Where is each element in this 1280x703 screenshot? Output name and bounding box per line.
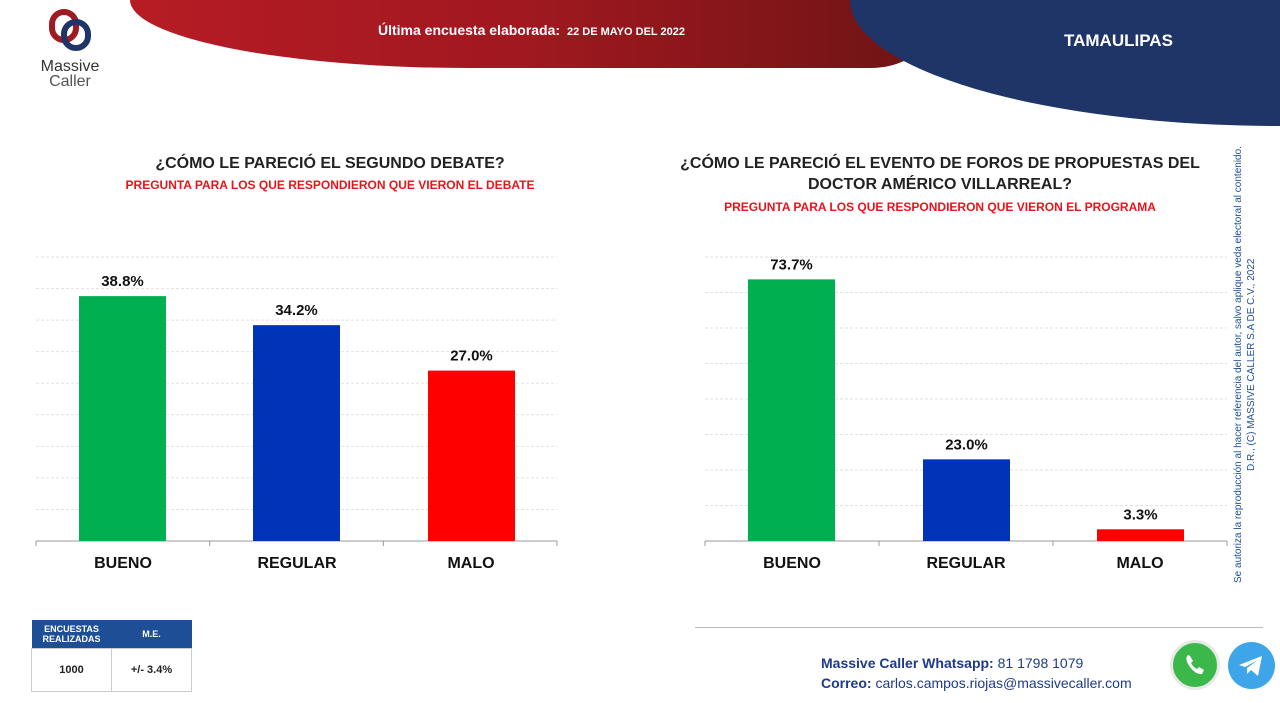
chart1-bar-regular <box>253 325 340 541</box>
copyright-line1: D.R., (C) MASSIVE CALLER S.A DE C.V., 20… <box>1246 258 1257 472</box>
stats-me-value: +/- 3.4% <box>111 648 192 692</box>
chart2-subtitle: PREGUNTA PARA LOS QUE RESPONDIERON QUE V… <box>724 200 1156 214</box>
chart2-data-label: 3.3% <box>1123 506 1157 523</box>
chart2-cat-bueno: BUENO <box>763 555 821 572</box>
survey-label: Última encuesta elaborada: <box>378 22 561 38</box>
brand-logo: Massive Caller <box>30 8 110 90</box>
whatsapp-number[interactable]: 81 1798 1079 <box>997 655 1084 671</box>
stats-surveys-value: 1000 <box>31 648 112 692</box>
chart2-data-label: 73.7% <box>770 256 813 273</box>
contact-info: Massive Caller Whatsapp: 81 1798 1079 Co… <box>821 653 1132 693</box>
copyright-line2: Se autoriza la reproducción al hacer ref… <box>1233 146 1244 584</box>
whatsapp-label: Massive Caller Whatsapp: <box>821 655 994 671</box>
chart2-data-label: 23.0% <box>945 436 988 453</box>
chart2-bar-bueno <box>748 279 835 541</box>
chart1-title: ¿CÓMO LE PARECIÓ EL SEGUNDO DEBATE? <box>155 155 505 172</box>
whatsapp-icon[interactable] <box>1170 640 1220 690</box>
email-link[interactable]: carlos.campos.riojas@massivecaller.com <box>875 675 1132 691</box>
chart1-data-label: 34.2% <box>275 302 318 319</box>
stats-header-me: M.E. <box>111 620 192 649</box>
chart1-bar-bueno <box>79 296 166 541</box>
chart2-title-line2: DOCTOR AMÉRICO VILLARREAL? <box>808 176 1072 193</box>
chart1-data-label: 38.8% <box>101 273 144 290</box>
stats-table: ENCUESTAS REALIZADAS M.E. 1000 +/- 3.4% <box>31 620 192 692</box>
footer-divider <box>695 627 1263 628</box>
chart1-cat-bueno: BUENO <box>94 555 152 572</box>
chart2-cat-malo: MALO <box>1116 555 1164 572</box>
copyright-notice: Se autoriza la reproducción al hacer ref… <box>1232 140 1258 590</box>
brand-line1: Massive <box>40 58 100 75</box>
charts-canvas: 38.8% 34.2% 27.0% 73.7% 23.0% 3.3% <box>35 256 1228 546</box>
survey-date-line: Última encuesta elaborada: 22 DE MAYO DE… <box>378 22 685 38</box>
telegram-icon[interactable] <box>1228 642 1275 689</box>
email-label: Correo: <box>821 675 872 691</box>
chart2-title: ¿CÓMO LE PARECIÓ EL EVENTO DE FOROS DE P… <box>660 155 1220 194</box>
brand-line2: Caller <box>49 73 91 90</box>
chart1-subtitle: PREGUNTA PARA LOS QUE RESPONDIERON QUE V… <box>125 178 535 192</box>
survey-date: 22 DE MAYO DEL 2022 <box>566 26 685 38</box>
chart2-bar-malo <box>1097 529 1184 541</box>
logo-icon <box>49 9 91 51</box>
chart1-data-label: 27.0% <box>450 348 493 365</box>
chart2-title-line1: ¿CÓMO LE PARECIÓ EL EVENTO DE FOROS DE P… <box>680 155 1200 172</box>
chart1-cat-malo: MALO <box>447 555 495 572</box>
chart1-bar-malo <box>428 370 515 541</box>
chart1-cat-regular: REGULAR <box>257 555 337 572</box>
stats-header-surveys: ENCUESTAS REALIZADAS <box>31 620 112 649</box>
state-name: TAMAULIPAS <box>1064 31 1173 50</box>
chart2-bar-regular <box>923 459 1010 541</box>
chart2-cat-regular: REGULAR <box>926 555 1006 572</box>
